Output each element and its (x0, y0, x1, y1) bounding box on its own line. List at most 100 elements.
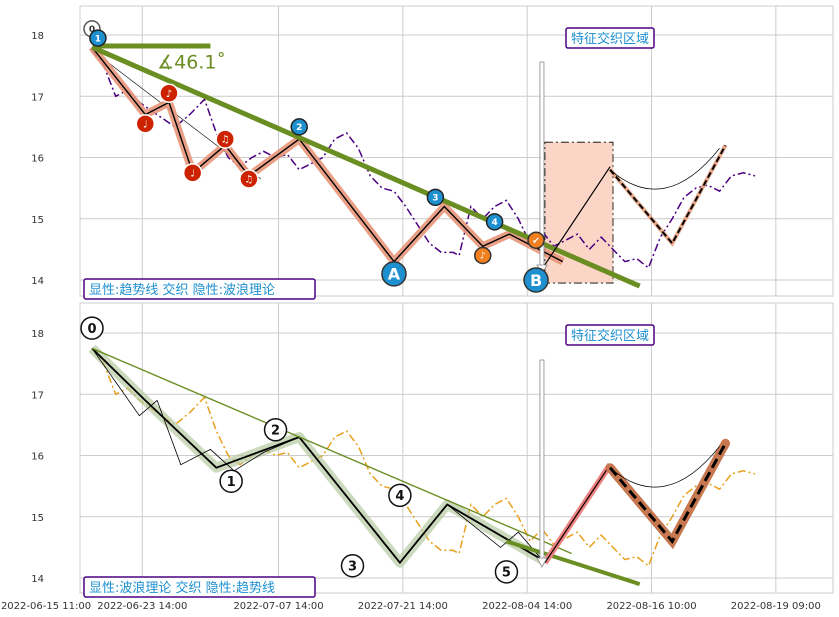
wave-number-label-label: 2 (271, 423, 280, 438)
zone-arrow-shaft (539, 359, 545, 561)
wave-number-label-label: 4 (395, 489, 404, 504)
wave-number-label-circle (263, 418, 288, 442)
note-badge: ♪ (159, 83, 179, 103)
note-badge: ♫ (215, 129, 235, 149)
y-tick-label: 14 (31, 276, 44, 287)
x-tick-label: 2022-07-21 14:00 (358, 601, 448, 612)
wave-number-badge: 4 (485, 213, 504, 231)
wave-number-label: 2 (263, 418, 288, 442)
wave-number-badge-label: 2 (296, 123, 302, 133)
wave-number-badge: 3 (426, 188, 445, 207)
note-badge-circle (159, 83, 179, 103)
projection-up-leg (544, 166, 611, 266)
orange-badge-circle (527, 231, 545, 249)
y-tick-label: 17 (31, 390, 44, 401)
wave-number-badge-label: 4 (491, 218, 497, 228)
wave-number-label: 4 (388, 483, 412, 508)
note-badge: ♩ (135, 114, 156, 134)
wave-origin-badge-label: 0 (89, 25, 95, 35)
info-label-text: 显性:趋势线 交织 隐性:波浪理论 (89, 282, 275, 298)
wave-number-label-label: 3 (348, 559, 357, 574)
wave-number-label-label: 1 (227, 475, 236, 490)
wave-number-label-label: 5 (502, 566, 511, 581)
wave-number-badge: 1 (89, 29, 107, 47)
projection-zigzag (608, 442, 727, 544)
wave-number-label-circle (494, 560, 519, 584)
y-tick-label: 18 (31, 31, 44, 42)
zone-label-box (565, 27, 655, 49)
x-axis-tick-labels: 2022-06-15 11:00 2022-06-23 14:00 2022-07-… (1, 601, 821, 612)
info-label-box (83, 576, 316, 598)
orange-badge: ✔ (527, 231, 545, 249)
trend-thin-line (91, 347, 572, 555)
projection-arc (609, 148, 720, 190)
orange-badge-circle (474, 246, 492, 265)
wave-number-label-circle (80, 316, 104, 340)
orange-badge-label: ✔ (532, 236, 540, 246)
y-tick-label: 14 (31, 574, 44, 585)
wave-number-label-label: 0 (87, 322, 96, 337)
x-tick-label: 2022-06-15 11:00 (1, 601, 91, 612)
x-tick-label: 2022-08-16 10:00 (606, 601, 696, 612)
projection-arc (609, 446, 720, 488)
info-label-text: 显性:波浪理论 交织 隐性:趋势线 (89, 580, 275, 596)
wave-number-badge-circle (426, 188, 445, 207)
wave-number-label: 5 (494, 560, 519, 584)
zone-label-box (565, 324, 655, 346)
price-series-line (91, 347, 756, 568)
wave-number-badge-circle (485, 213, 504, 231)
bottom-panel-y-ticks: 14 15 16 17 18 (31, 329, 44, 585)
trend-line (505, 539, 641, 587)
wave-letter-badge: B (523, 267, 549, 293)
projection-zigzag (609, 144, 727, 246)
bottom-panel-frame (79, 302, 834, 594)
y-tick-label: 15 (31, 513, 44, 524)
wave-number-label: 3 (340, 554, 365, 578)
trend-angle-label: ∡46.1˚ (157, 52, 226, 74)
note-badge: ♩ (182, 163, 203, 183)
top-panel-content: ∡46.1˚ 0 ♩ ♪ ♩ ♫ ♫ ♪ ✔ 1 2 3 4 A B (83, 20, 756, 293)
zone-label: 特征交织区域 (565, 324, 655, 346)
note-badge-label: ♩ (190, 168, 195, 179)
info-label: 显性:趋势线 交织 隐性:波浪理论 (83, 278, 316, 300)
wave-number-label-circle (219, 469, 243, 493)
y-tick-label: 18 (31, 329, 44, 340)
y-tick-label: 16 (31, 154, 44, 165)
wave-number-label: 1 (219, 469, 243, 493)
wave-number-label-circle (388, 483, 412, 508)
note-badge-circle (215, 129, 235, 149)
wave-letter-badge-circle (523, 267, 549, 293)
y-tick-label: 17 (31, 92, 44, 103)
wave-number-badge-label: 1 (95, 34, 101, 44)
info-label-box (83, 278, 316, 300)
zone-label: 特征交织区域 (565, 27, 655, 49)
note-badge-label: ♫ (221, 135, 230, 146)
note-badge: ♫ (239, 169, 259, 189)
note-badge-circle (182, 163, 203, 183)
zone-label-text: 特征交织区域 (571, 328, 649, 344)
trend-line (91, 44, 641, 289)
wave-number-label-circle (340, 554, 365, 578)
x-tick-label: 2022-08-19 09:00 (731, 601, 821, 612)
wave-number-badge-circle (290, 118, 308, 136)
wave-letter-badge-label: B (530, 271, 542, 290)
y-tick-label: 15 (31, 215, 44, 226)
x-tick-label: 2022-07-07 14:00 (233, 601, 323, 612)
zone-arrow-head (536, 557, 548, 568)
top-panel: 14 15 16 17 18 ∡46.1˚ 0 ♩ ♪ ♩ ♫ ♫ ♪ ✔ 1 2 3 4 A B 特征交织区域显性… (31, 5, 834, 300)
wave-number-badge: 2 (290, 118, 308, 136)
orange-badge-label: ♪ (480, 252, 486, 262)
wave-detail-line (91, 348, 543, 564)
wave-letter-badge-label: A (388, 265, 401, 284)
wave-number-badge-label: 3 (432, 194, 438, 204)
note-badge-circle (135, 114, 156, 134)
note-badge-label: ♩ (143, 119, 148, 130)
top-panel-y-ticks: 14 15 16 17 18 (31, 31, 44, 287)
wave-core-line (91, 46, 564, 263)
x-tick-label: 2022-08-04 14:00 (482, 601, 572, 612)
note-badge-label: ♫ (244, 175, 253, 186)
note-badge-label: ♪ (166, 89, 172, 100)
price-series-line (91, 49, 756, 270)
